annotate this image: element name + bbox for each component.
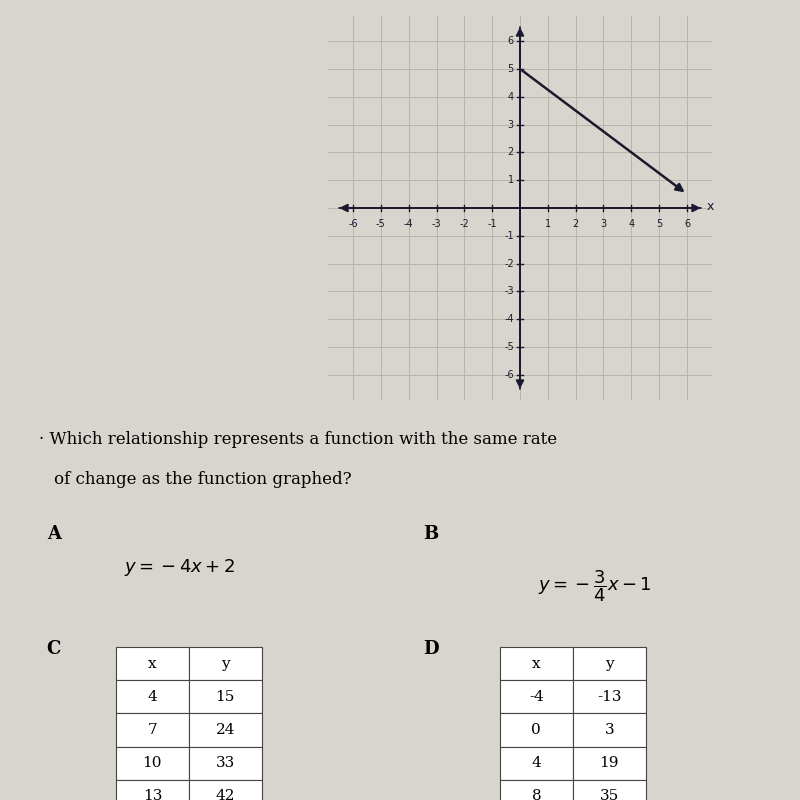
Text: y: y [221,657,230,670]
FancyBboxPatch shape [573,714,646,746]
FancyBboxPatch shape [500,680,573,714]
Text: -13: -13 [597,690,622,704]
Text: -3: -3 [432,218,442,229]
Text: D: D [423,640,438,658]
Text: -6: -6 [504,370,514,380]
Text: of change as the function graphed?: of change as the function graphed? [54,470,352,488]
Text: -5: -5 [376,218,386,229]
Text: $y = -\dfrac{3}{4}x - 1$: $y = -\dfrac{3}{4}x - 1$ [538,568,652,603]
Text: -1: -1 [504,231,514,241]
FancyBboxPatch shape [116,714,189,746]
Text: 7: 7 [147,723,157,737]
Text: $y = -4x + 2$: $y = -4x + 2$ [123,557,234,578]
Text: 19: 19 [599,756,619,770]
Text: -4: -4 [504,314,514,324]
Text: x: x [148,657,157,670]
Text: 4: 4 [508,92,514,102]
Text: · Which relationship represents a function with the same rate: · Which relationship represents a functi… [39,431,557,448]
Text: 0: 0 [531,723,541,737]
FancyBboxPatch shape [189,714,262,746]
FancyBboxPatch shape [189,647,262,680]
Text: x: x [707,200,714,213]
Text: 10: 10 [142,756,162,770]
Text: 2: 2 [573,218,578,229]
FancyBboxPatch shape [573,746,646,780]
Text: 1: 1 [545,218,551,229]
Text: -1: -1 [487,218,497,229]
Text: 4: 4 [628,218,634,229]
FancyBboxPatch shape [500,647,573,680]
Text: C: C [46,640,61,658]
Text: 2: 2 [508,147,514,158]
Text: 15: 15 [215,690,235,704]
Text: -6: -6 [348,218,358,229]
FancyBboxPatch shape [189,680,262,714]
Text: 35: 35 [600,790,619,800]
Text: 4: 4 [531,756,541,770]
Text: 3: 3 [508,119,514,130]
FancyBboxPatch shape [189,746,262,780]
Text: 3: 3 [601,218,606,229]
Text: -4: -4 [404,218,414,229]
Text: -3: -3 [504,286,514,297]
Text: 5: 5 [508,64,514,74]
Text: 3: 3 [605,723,614,737]
FancyBboxPatch shape [116,746,189,780]
Text: -5: -5 [504,342,514,352]
Text: -2: -2 [504,258,514,269]
Text: 6: 6 [508,36,514,46]
Text: 42: 42 [215,790,235,800]
FancyBboxPatch shape [573,680,646,714]
FancyBboxPatch shape [500,780,573,800]
Text: -4: -4 [529,690,544,704]
Text: 5: 5 [656,218,662,229]
FancyBboxPatch shape [189,780,262,800]
Text: B: B [423,525,438,542]
Text: 1: 1 [508,175,514,185]
Text: 24: 24 [215,723,235,737]
Text: -2: -2 [459,218,470,229]
FancyBboxPatch shape [116,680,189,714]
FancyBboxPatch shape [573,647,646,680]
Text: y: y [605,657,614,670]
Text: 4: 4 [147,690,157,704]
Text: 33: 33 [216,756,235,770]
Text: 6: 6 [684,218,690,229]
FancyBboxPatch shape [116,647,189,680]
FancyBboxPatch shape [116,780,189,800]
FancyBboxPatch shape [573,780,646,800]
Text: 13: 13 [142,790,162,800]
FancyBboxPatch shape [500,746,573,780]
Text: x: x [532,657,541,670]
Text: 8: 8 [531,790,541,800]
FancyBboxPatch shape [500,714,573,746]
Text: A: A [46,525,61,542]
